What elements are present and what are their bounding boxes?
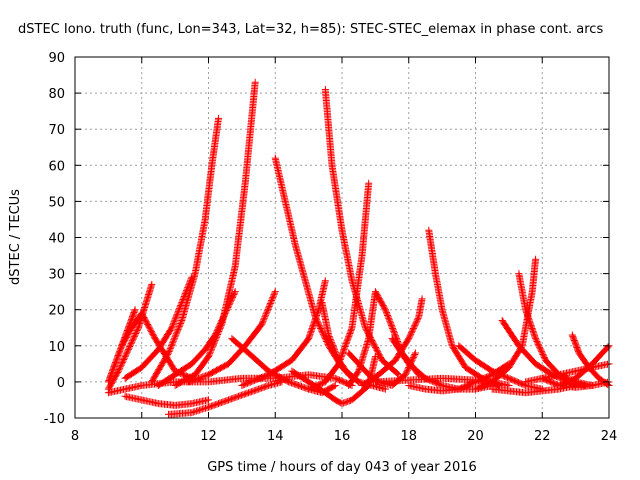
y-tick-label: 50 (48, 195, 65, 210)
y-tick-label: 60 (48, 159, 65, 174)
data-series (425, 226, 503, 389)
plus-marker (538, 374, 613, 391)
y-tick-label: 20 (48, 304, 65, 319)
y-axis-label: dSTEC / TECUs (8, 189, 23, 285)
x-tick-label: 16 (334, 429, 351, 444)
x-tick-label: 10 (133, 429, 150, 444)
y-tick-label: 30 (48, 268, 65, 283)
data-series (538, 374, 613, 391)
plus-marker (498, 317, 590, 389)
x-axis-ticks: 8 10 12 14 16 18 20 22 24 (71, 57, 617, 444)
plus-marker (171, 78, 259, 389)
data-series (358, 295, 426, 389)
plus-marker (405, 360, 513, 395)
data-series (171, 78, 259, 389)
data-series (165, 378, 286, 418)
data-series (238, 277, 329, 389)
data-series (121, 392, 212, 409)
x-tick-label: 22 (534, 429, 551, 444)
y-tick-label: 10 (48, 340, 65, 355)
x-tick-label: 14 (267, 429, 284, 444)
plus-marker (358, 295, 426, 389)
plus-marker (425, 226, 503, 389)
x-tick-label: 18 (400, 429, 417, 444)
x-axis-label: GPS time / hours of day 043 of year 2016 (207, 460, 477, 475)
y-tick-label: 40 (48, 232, 65, 247)
x-tick-label: 20 (467, 429, 484, 444)
plus-marker (305, 179, 373, 393)
y-tick-label: 90 (48, 51, 65, 66)
data-series (121, 273, 196, 382)
data-series (498, 317, 590, 389)
y-tick-label: 0 (57, 376, 65, 391)
y-tick-label: -10 (44, 412, 65, 427)
data-series (405, 360, 513, 395)
y-tick-label: 80 (48, 87, 65, 102)
chart-title: dSTEC Iono. truth (func, Lon=343, Lat=32… (18, 22, 603, 37)
plus-marker (121, 273, 196, 382)
x-tick-label: 12 (200, 429, 217, 444)
plus-marker (238, 277, 329, 389)
y-axis-ticks: -10 0 10 20 30 40 50 60 70 80 90 (44, 51, 609, 427)
data-series (305, 179, 373, 393)
y-tick-label: 70 (48, 123, 65, 138)
data-points (104, 78, 613, 418)
x-tick-label: 8 (71, 429, 79, 444)
plus-marker (121, 392, 212, 409)
plus-marker (165, 378, 286, 418)
x-tick-label: 24 (601, 429, 618, 444)
